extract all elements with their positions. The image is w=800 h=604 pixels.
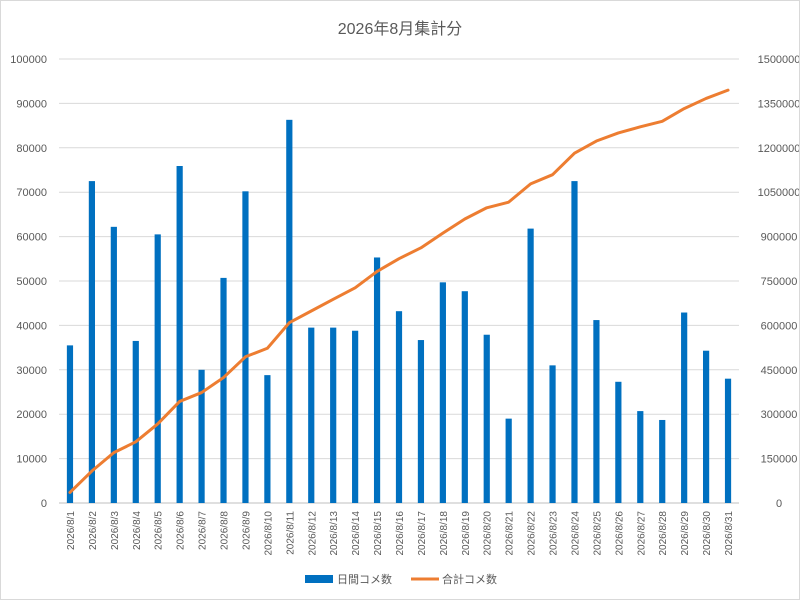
left-tick-label: 0 [41, 498, 47, 510]
x-tick-label: 2026/8/23 [549, 511, 560, 556]
x-tick-label: 2026/8/27 [636, 511, 647, 556]
right-tick-label: 1200000 [758, 143, 799, 155]
x-tick-label: 2026/8/26 [614, 511, 625, 556]
right-axis-tick-labels: 0 150000 300000 450000 600000 750000 900000 105… [758, 54, 800, 510]
right-tick-label: 1050000 [758, 187, 799, 199]
chart-title: 2026年8月集計分 [338, 20, 463, 38]
x-tick-label: 2026/8/15 [373, 511, 384, 556]
right-tick-label: 600000 [761, 320, 798, 332]
x-tick-label: 2026/8/4 [132, 511, 143, 550]
bar-daily-comments [220, 277, 227, 503]
x-axis-tick-labels: 2026/8/1 2026/8/2 2026/8/3 2026/8/4 2026/8/5… [66, 511, 735, 556]
right-tick-label: 450000 [761, 365, 798, 377]
bar-daily-comments [505, 418, 512, 503]
bar-daily-comments [308, 327, 315, 503]
x-tick-label: 2026/8/31 [724, 511, 735, 556]
bar-daily-comments [615, 381, 622, 503]
x-tick-label: 2026/8/16 [395, 511, 406, 556]
x-tick-label: 2026/8/22 [527, 511, 538, 556]
x-tick-label: 2026/8/21 [505, 511, 516, 556]
x-tick-label: 2026/8/10 [263, 511, 274, 556]
bar-daily-comments [527, 228, 534, 503]
bar-daily-comments [439, 282, 446, 503]
x-tick-label: 2026/8/3 [110, 511, 121, 550]
x-tick-label: 2026/8/7 [198, 511, 209, 550]
left-tick-label: 30000 [16, 365, 47, 377]
bar-daily-comments [461, 291, 468, 503]
bar-daily-comments [198, 369, 205, 503]
left-tick-label: 80000 [16, 143, 47, 155]
x-tick-label: 2026/8/25 [592, 511, 603, 556]
right-tick-label: 1350000 [758, 98, 799, 110]
bar-daily-comments [483, 334, 490, 503]
bar-daily-comments [681, 312, 688, 503]
right-tick-label: 750000 [761, 276, 798, 288]
bar-daily-comments [132, 340, 139, 503]
x-tick-label: 2026/8/6 [176, 511, 187, 550]
x-tick-label: 2026/8/24 [570, 511, 581, 556]
bar-daily-comments [264, 375, 271, 503]
bar-daily-comments [373, 257, 381, 503]
bar-daily-comments [637, 411, 644, 503]
left-tick-label: 60000 [16, 232, 47, 244]
left-tick-label: 100000 [10, 54, 47, 66]
right-tick-label: 150000 [761, 454, 798, 466]
left-tick-label: 10000 [16, 454, 47, 466]
x-tick-label: 2026/8/19 [461, 511, 472, 556]
x-tick-label: 2026/8/30 [702, 511, 713, 556]
bar-daily-comments [88, 181, 96, 503]
line-total-comments [68, 88, 730, 494]
x-tick-label: 2026/8/1 [66, 511, 77, 550]
x-tick-label: 2026/8/29 [680, 511, 691, 556]
bar-daily-comments [154, 234, 161, 503]
x-tick-label: 2026/8/17 [417, 511, 428, 556]
left-axis-tick-labels: 0 10000 20000 30000 40000 50000 60000 70000 8000… [10, 54, 47, 510]
bar-daily-comments [702, 350, 710, 503]
chart-legend: 日間コメ数 合計コメ数 [305, 572, 497, 586]
bar-daily-comments [330, 327, 337, 503]
bar-daily-comments [66, 345, 74, 503]
x-tick-label: 2026/8/5 [154, 511, 165, 550]
right-tick-label: 300000 [761, 409, 798, 421]
left-tick-label: 40000 [16, 320, 47, 332]
right-tick-label: 1500000 [758, 54, 799, 66]
bar-daily-comments [571, 181, 578, 503]
x-tick-label: 2026/8/2 [88, 511, 99, 550]
left-tick-label: 50000 [16, 276, 47, 288]
right-tick-label: 900000 [761, 232, 798, 244]
bar-daily-comments [242, 191, 249, 503]
left-tick-label: 70000 [16, 187, 47, 199]
left-tick-label: 90000 [16, 98, 47, 110]
bar-daily-comments [549, 365, 556, 503]
bar-daily-comments [176, 166, 183, 503]
x-tick-label: 2026/8/9 [241, 511, 252, 550]
bar-daily-comments [110, 226, 117, 503]
bar-daily-comments [395, 311, 403, 503]
legend-swatch-bar [305, 575, 333, 583]
x-tick-label: 2026/8/11 [285, 511, 296, 555]
legend-label-daily: 日間コメ数 [337, 573, 392, 586]
bar-daily-comments [417, 340, 425, 503]
bar-daily-comments [593, 320, 600, 503]
x-tick-label: 2026/8/14 [351, 511, 362, 556]
legend-label-total: 合計コメ数 [442, 572, 497, 586]
x-tick-label: 2026/8/20 [483, 511, 494, 556]
bar-daily-comments [659, 419, 666, 503]
bar-daily-comments [724, 378, 732, 503]
total-comments-line-layer [68, 88, 730, 494]
x-tick-label: 2026/8/18 [439, 511, 450, 556]
x-tick-label: 2026/8/8 [220, 511, 231, 550]
bar-daily-comments [352, 330, 359, 503]
x-tick-label: 2026/8/13 [329, 511, 340, 556]
daily-comments-bars [66, 119, 732, 503]
left-tick-label: 20000 [16, 409, 47, 421]
x-tick-label: 2026/8/28 [658, 511, 669, 556]
right-tick-label: 0 [776, 498, 782, 510]
bar-daily-comments [286, 119, 293, 503]
x-tick-label: 2026/8/12 [307, 511, 318, 556]
